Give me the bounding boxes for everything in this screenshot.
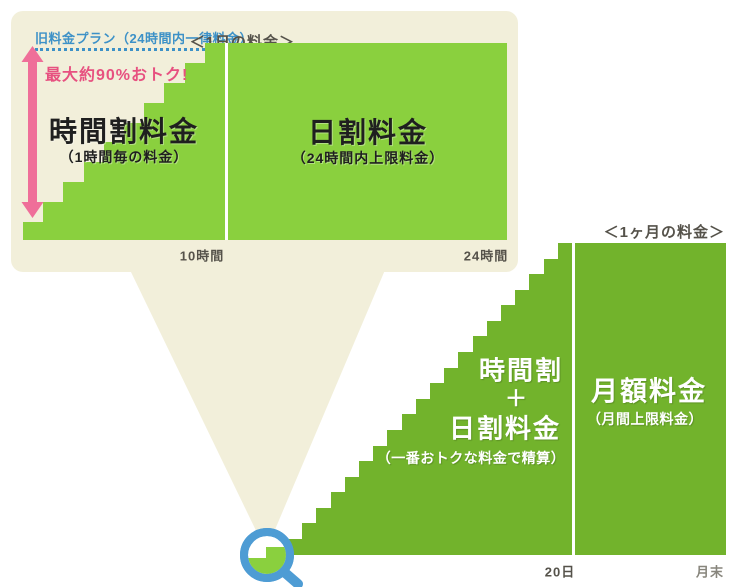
stair-step [543, 258, 559, 555]
stair-step [83, 162, 105, 240]
stair-step [344, 476, 360, 555]
stair-step [164, 82, 186, 240]
stair-step [387, 429, 403, 555]
stair-step [501, 305, 516, 555]
hourly-staircase [23, 43, 226, 240]
monthly-chart-divider [572, 243, 575, 555]
old-plan-dotted-line [35, 48, 216, 51]
monthly-fee-header: ＜1ヶ月の料金＞ [603, 224, 725, 241]
double-headed-arrow-icon [21, 46, 44, 218]
monthly-flat-area [575, 243, 726, 555]
plus-sign: ＋ [504, 386, 530, 411]
daily-chart-divider [225, 43, 228, 240]
monthly-cap-subtitle: （月間上限料金） [587, 411, 703, 427]
daily-fee-subtitle: （24時間内上限料金） [291, 150, 445, 166]
tick-10-hours: 10時間 [179, 248, 225, 264]
stair-step [204, 43, 226, 240]
stair-fee-subtitle: （一番おトクな料金で精算） [376, 450, 566, 466]
stair-step [23, 222, 44, 240]
daily-flat-area [228, 43, 507, 240]
stair-step [401, 414, 417, 555]
monthly-cap-title: 月額料金 [591, 376, 707, 407]
savings-badge: 最大約90%おトク! [45, 67, 189, 84]
stair-step [486, 320, 502, 555]
hourly-fee-subtitle: （1時間毎の料金） [59, 149, 189, 165]
stair-step [557, 243, 573, 555]
stair-step [144, 102, 166, 240]
monthly-staircase [288, 243, 573, 555]
daily-fee-title: 日割料金 [307, 117, 429, 148]
stair-step [415, 398, 431, 555]
tick-month-end: 月末 [695, 564, 725, 580]
stair-fee-line1: 時間割 [478, 355, 564, 386]
stair-step [515, 289, 531, 555]
stair-step [458, 352, 474, 555]
old-plan-label: 旧料金プラン（24時間内一律料金） [35, 31, 253, 46]
stair-step [373, 445, 389, 555]
stair-step [359, 461, 374, 555]
stair-step [302, 523, 318, 555]
stair-fee-line2: 日割料金 [448, 413, 562, 444]
stair-step [124, 122, 145, 240]
hourly-fee-title: 時間割料金 [48, 116, 200, 147]
stair-step [43, 202, 65, 240]
stair-step [529, 274, 545, 555]
lens-step-shape [248, 547, 286, 574]
stair-step [330, 492, 346, 555]
stair-step [103, 142, 125, 240]
tick-20-days: 20日 [544, 564, 576, 580]
stair-step [430, 383, 445, 555]
stair-step [63, 182, 85, 240]
stair-step [444, 367, 460, 555]
stair-step [472, 336, 488, 555]
tick-24-hours: 24時間 [463, 248, 509, 264]
magnifier-icon [240, 528, 303, 587]
stair-step [316, 507, 332, 555]
stair-step [184, 62, 206, 240]
